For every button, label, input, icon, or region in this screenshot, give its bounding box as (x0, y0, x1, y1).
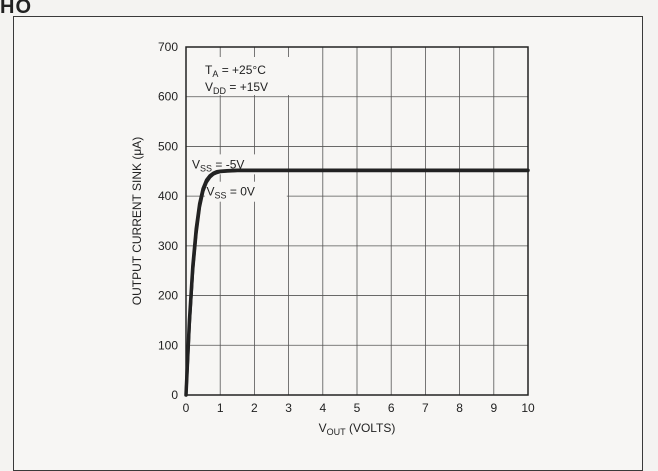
y-tick-label: 300 (158, 239, 178, 253)
y-tick-label: 500 (158, 139, 178, 153)
series-label-vss-0: VSS = 0V (207, 185, 255, 201)
x-tick-label: 2 (251, 401, 258, 415)
y-tick-label: 400 (158, 189, 178, 203)
y-tick-label: 600 (158, 90, 178, 104)
y-tick-label: 200 (158, 289, 178, 303)
y-tick-label: 100 (158, 338, 178, 352)
x-tick-label: 3 (285, 401, 292, 415)
x-tick-label: 4 (319, 401, 326, 415)
x-tick-label: 7 (422, 401, 429, 415)
x-tick-label: 10 (521, 401, 535, 415)
y-tick-label: 700 (158, 40, 178, 54)
y-axis-label: OUTPUT CURRENT SINK (μA) (130, 137, 144, 305)
y-tick-label: 0 (171, 388, 178, 402)
x-tick-label: 1 (217, 401, 224, 415)
chart-grid (186, 47, 528, 395)
x-tick-label: 5 (354, 401, 361, 415)
x-tick-label: 0 (183, 401, 190, 415)
x-axis-label: VOUT (VOLTS) (319, 421, 396, 437)
x-tick-label: 8 (456, 401, 463, 415)
series-label-vss-minus5: VSS = -5V (192, 157, 244, 173)
x-tick-label: 6 (388, 401, 395, 415)
x-tick-label: 9 (490, 401, 497, 415)
